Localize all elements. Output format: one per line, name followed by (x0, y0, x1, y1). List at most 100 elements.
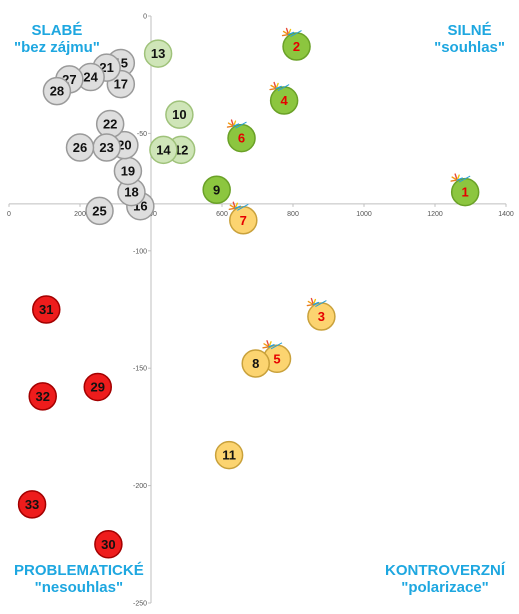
quadrant-label-top-left: SLABÉ "bez zájmu" (14, 22, 100, 56)
data-point-label: 33 (25, 497, 39, 512)
data-point-label: 18 (124, 185, 138, 200)
data-point: 18 (117, 177, 146, 207)
data-point-label: 31 (39, 302, 53, 317)
data-point-marker (214, 440, 244, 470)
burst-icon (281, 27, 302, 37)
data-point: 30 (94, 530, 123, 559)
quadrant-subtitle: "bez zájmu" (14, 39, 100, 56)
y-tick-label: -50 (137, 131, 147, 138)
data-point-label: 2 (293, 39, 300, 54)
burst-icon (306, 297, 327, 307)
quadrant-title: SILNÉ (447, 22, 492, 39)
data-point: 14 (149, 135, 178, 165)
data-point-label: 7 (240, 213, 247, 228)
data-point-label: 12 (174, 142, 188, 157)
data-point-marker (28, 382, 57, 411)
x-tick-label: 0 (7, 211, 11, 218)
burst-icon (226, 119, 247, 129)
data-point-marker (42, 76, 72, 106)
y-tick-label: 0 (143, 14, 147, 21)
quadrant-subtitle: "souhlas" (434, 39, 505, 56)
data-point-marker (202, 175, 231, 205)
data-point-marker (143, 39, 173, 68)
data-point: 4 (269, 81, 299, 115)
data-point-label: 10 (172, 107, 186, 122)
data-point-marker (65, 133, 95, 162)
burst-icon (228, 201, 249, 211)
quadrant-subtitle: "polarizace" (401, 579, 489, 596)
data-point: 29 (83, 372, 112, 402)
data-point: 5 (262, 340, 292, 374)
data-point-label: 6 (238, 131, 245, 146)
y-tick-label: -100 (133, 248, 147, 255)
data-point-label: 4 (281, 93, 289, 108)
data-point: 6 (226, 119, 256, 153)
tick-labels: 02004006008001000120014000-50-100-150-20… (7, 14, 514, 608)
data-points: 1234567891011121314151617181920212223242… (17, 27, 480, 559)
data-point-label: 11 (222, 448, 236, 463)
data-point-marker (165, 100, 194, 129)
data-point-label: 5 (273, 351, 280, 366)
quadrant-title: SLABÉ (31, 22, 83, 39)
data-point-label: 13 (151, 46, 165, 61)
data-point-label: 1 (462, 185, 469, 200)
data-point: 26 (65, 133, 95, 162)
data-point: 28 (42, 76, 72, 106)
data-point: 3 (306, 297, 336, 331)
data-point-marker (32, 295, 61, 324)
burst-icon (269, 81, 290, 91)
burst-icon (262, 340, 283, 350)
quadrant-label-bottom-left: PROBLEMATICKÉ "nesouhlas" (14, 562, 144, 596)
y-tick-label: -200 (133, 483, 147, 490)
data-point: 9 (202, 175, 231, 205)
data-point: 10 (165, 100, 194, 129)
data-point-marker (83, 372, 112, 402)
data-point-label: 25 (92, 203, 106, 218)
data-point-label: 29 (91, 379, 105, 394)
data-point: 19 (113, 156, 143, 186)
data-point-label: 9 (213, 182, 220, 197)
data-point: 33 (17, 490, 47, 519)
data-point: 1 (450, 173, 480, 207)
data-point-marker (17, 490, 47, 519)
data-point: 8 (241, 349, 270, 378)
x-tick-label: 600 (216, 211, 228, 218)
data-point-marker (85, 196, 114, 226)
data-point: 13 (143, 39, 173, 68)
data-point: 23 (92, 133, 121, 162)
x-tick-label: 1400 (498, 211, 514, 218)
x-tick-label: 1200 (427, 211, 443, 218)
data-point-marker (94, 530, 123, 559)
x-tick-label: 800 (287, 211, 299, 218)
y-tick-label: -150 (133, 366, 147, 373)
data-point-label: 14 (156, 142, 171, 157)
data-point: 11 (214, 440, 244, 470)
x-tick-label: 1000 (356, 211, 372, 218)
data-point-label: 19 (121, 163, 135, 178)
axes (9, 16, 506, 603)
data-point: 22 (95, 109, 125, 139)
data-point-label: 32 (35, 389, 49, 404)
data-point-label: 28 (50, 84, 64, 99)
data-point: 24 (76, 62, 105, 92)
quadrant-label-top-right: SILNÉ "souhlas" (434, 22, 505, 56)
y-tick-label: -250 (133, 601, 147, 608)
quadrant-label-bottom-right: KONTROVERZNÍ "polarizace" (385, 562, 505, 596)
data-point-marker (241, 349, 270, 378)
data-point-label: 30 (101, 537, 115, 552)
data-point: 2 (281, 27, 311, 61)
quadrant-title: KONTROVERZNÍ (385, 562, 505, 579)
data-point: 31 (32, 295, 61, 324)
data-point-label: 23 (99, 140, 113, 155)
data-point-label: 17 (114, 77, 128, 92)
x-tick-label: 200 (74, 211, 86, 218)
burst-icon (450, 173, 471, 183)
data-point-label: 24 (83, 70, 98, 85)
data-point-label: 3 (318, 309, 325, 324)
data-point-marker (149, 135, 178, 165)
data-point: 7 (228, 201, 258, 235)
data-point-label: 8 (252, 356, 259, 371)
data-point-label: 26 (73, 140, 87, 155)
data-point: 25 (85, 196, 114, 226)
